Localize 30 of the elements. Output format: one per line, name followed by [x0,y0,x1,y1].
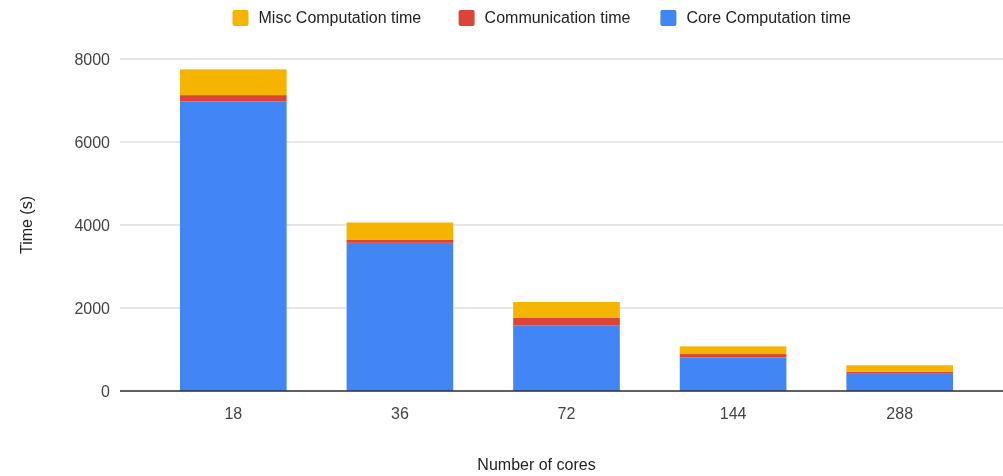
x-tick-label: 36 [391,405,409,422]
bar [346,222,454,240]
bar [846,371,954,374]
bar [179,95,287,102]
x-tick-label: 72 [557,405,576,422]
bar [346,239,454,243]
bar [513,325,620,391]
y-tick-label: 0 [101,382,111,400]
legend-label: Misc Computation time [258,9,422,26]
y-tick-label: 2000 [74,299,111,317]
x-tick-label: 144 [719,405,747,422]
y-tick-label: 8000 [74,50,111,68]
legend-label: Core Computation time [686,9,852,26]
y-tick-label: 4000 [74,216,111,234]
bar [679,346,787,355]
y-tick-label: 6000 [74,133,111,151]
x-tick-label: 288 [886,405,914,422]
bar [513,317,620,326]
legend-label: Communication time [484,9,631,26]
bar [179,101,287,391]
bar [846,373,954,391]
bar [513,301,620,318]
bar [846,365,954,372]
bar [679,357,787,391]
y-axis-title: Time (s) [18,195,35,255]
bar [346,242,454,391]
bar [679,354,787,358]
x-tick-label: 18 [224,405,243,422]
x-axis-title: Number of cores [477,456,596,473]
bar [179,69,287,96]
